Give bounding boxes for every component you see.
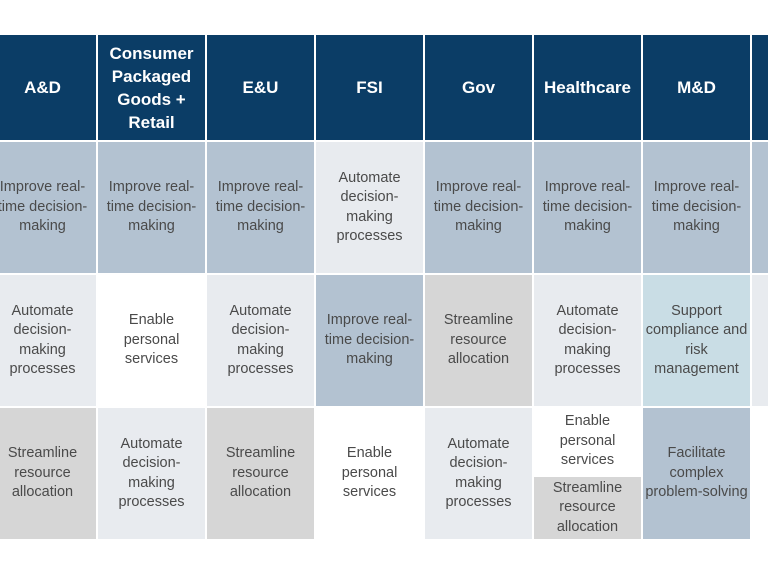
table-cell: Improve real-time decision-making [316,275,423,406]
table-cell: Automate decision-making processes [98,408,205,539]
column-header: Gov [425,35,532,140]
table-cell [752,408,768,539]
table-cell: Improve real-time decision-making [0,142,96,273]
column-header: A&D [0,35,96,140]
table-cell [752,275,768,406]
column-header: Consumer Packaged Goods + Retail [98,35,205,140]
table-cell: Im ti [752,142,768,273]
table-cell: Streamline resource allocation [534,477,641,539]
column-header: Healthcare [534,35,641,140]
table-cell: Improve real-time decision-making [98,142,205,273]
column-header: E&U [207,35,314,140]
table-cell: Enable personal services [316,408,423,539]
table-cell: Automate decision-making processes [0,275,96,406]
table-cell: Improve real-time decision-making [207,142,314,273]
table-cell: Enable personal services [534,408,641,475]
table-cell: Enable personal services [98,275,205,406]
table-cell: Improve real-time decision-making [643,142,750,273]
table-cell: Automate decision-making processes [425,408,532,539]
table-cell: Improve real-time decision-making [534,142,641,273]
table-cell: Streamline resource allocation [425,275,532,406]
table-cell: Support compliance and risk management [643,275,750,406]
table-cell: Improve real-time decision-making [425,142,532,273]
table-cell: Automate decision-making processes [207,275,314,406]
table-cell: Streamline resource allocation [0,408,96,539]
column-header: FSI [316,35,423,140]
table-cell: Streamline resource allocation [207,408,314,539]
table-cell: Automate decision-making processes [534,275,641,406]
column-header: M&D [643,35,750,140]
column-header [752,35,768,140]
table-cell: Facilitate complex problem-solving [643,408,750,539]
table-cell: Automate decision-making processes [316,142,423,273]
